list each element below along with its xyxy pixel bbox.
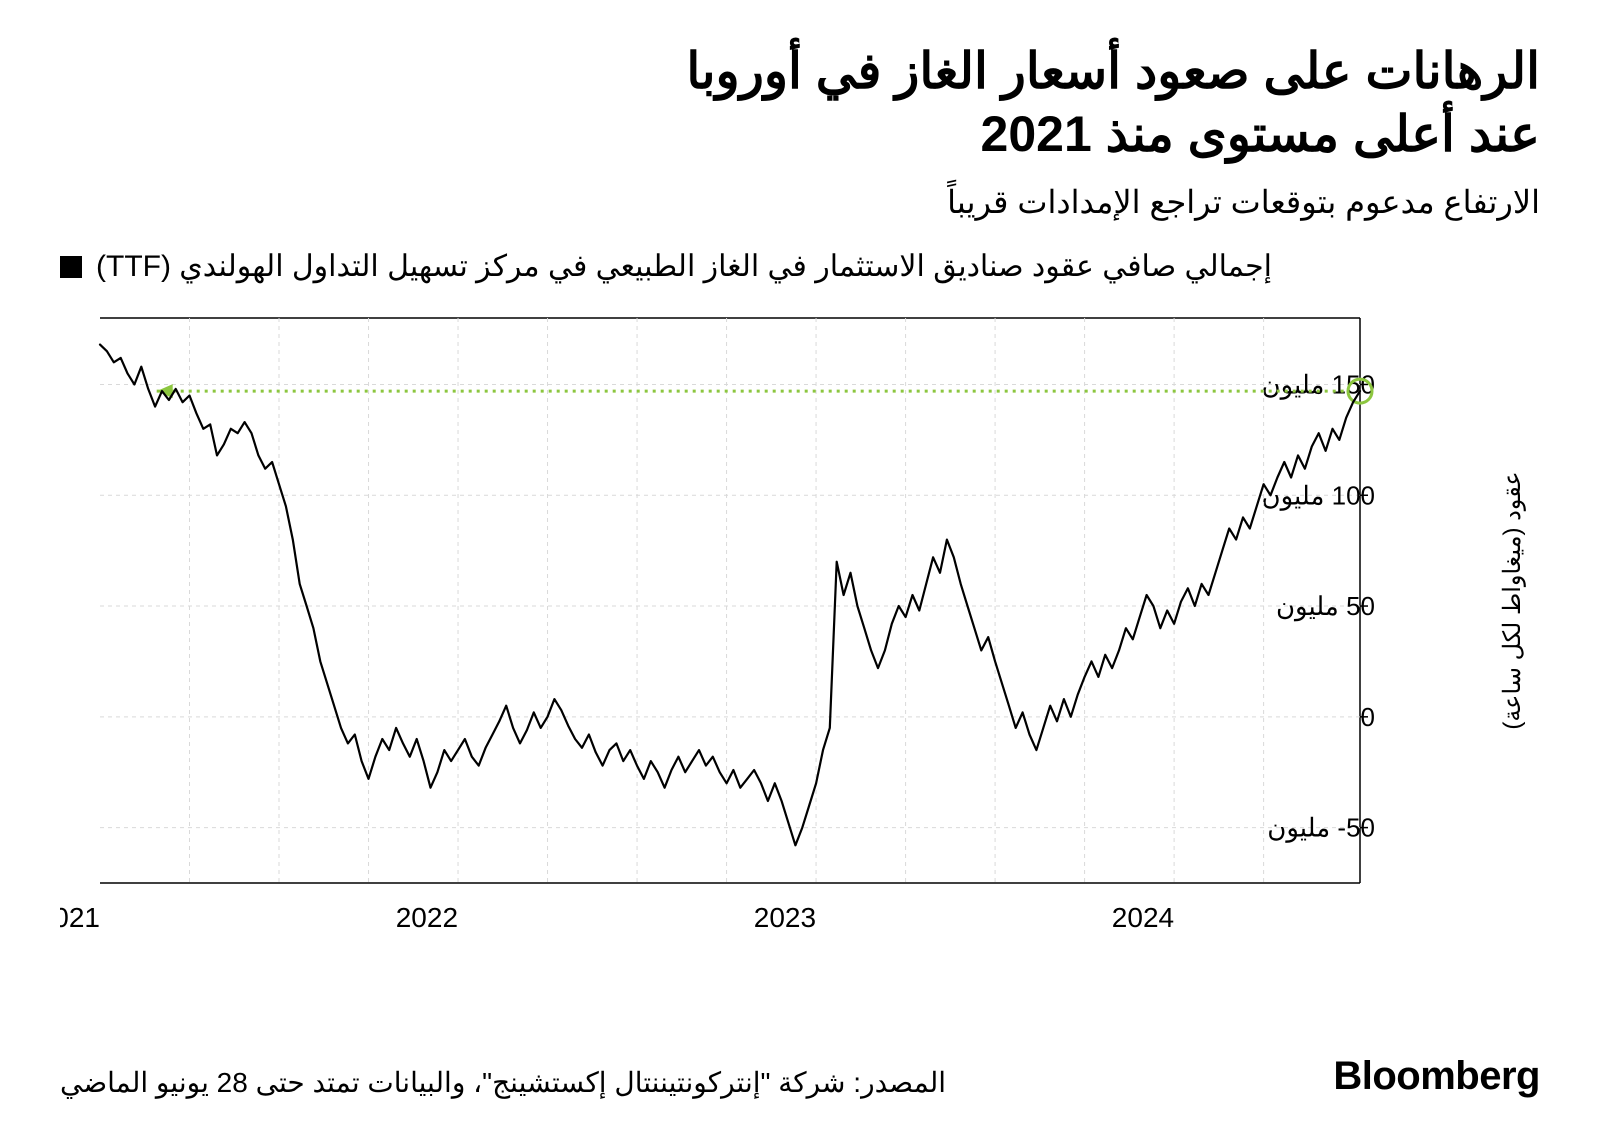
y-axis-title: عقود (ميغاواط لكل ساعة) bbox=[1499, 471, 1526, 729]
brand-logo: Bloomberg bbox=[1333, 1054, 1540, 1099]
chart-subtitle: الارتفاع مدعوم بتوقعات تراجع الإمدادات ق… bbox=[60, 183, 1540, 221]
legend-swatch bbox=[60, 256, 82, 278]
series-line bbox=[100, 345, 1360, 846]
y-tick-label: 50- مليون bbox=[1267, 813, 1375, 844]
legend-label: إجمالي صافي عقود صناديق الاستثمار في الغ… bbox=[96, 249, 1272, 284]
x-tick-label: 2022 bbox=[396, 902, 458, 933]
title-line-2: عند أعلى مستوى منذ 2021 bbox=[981, 106, 1540, 162]
source-text: المصدر: شركة "إنتركونتيننتال إكستشينج"، … bbox=[60, 1066, 946, 1099]
legend: إجمالي صافي عقود صناديق الاستثمار في الغ… bbox=[60, 249, 1540, 284]
y-tick-label: 100 مليون bbox=[1261, 480, 1375, 511]
chart-area: 50- مليون050 مليون100 مليون150 مليون2021… bbox=[60, 308, 1540, 958]
line-chart: 50- مليون050 مليون100 مليون150 مليون2021… bbox=[60, 308, 1540, 958]
x-tick-label: 2024 bbox=[1112, 902, 1174, 933]
x-tick-label: 2021 bbox=[60, 902, 100, 933]
title-line-1: الرهانات على صعود أسعار الغاز في أوروبا bbox=[686, 43, 1540, 99]
chart-title: الرهانات على صعود أسعار الغاز في أوروبا … bbox=[60, 40, 1540, 165]
footer: Bloomberg المصدر: شركة "إنتركونتيننتال إ… bbox=[60, 1054, 1540, 1099]
x-tick-label: 2023 bbox=[754, 902, 816, 933]
